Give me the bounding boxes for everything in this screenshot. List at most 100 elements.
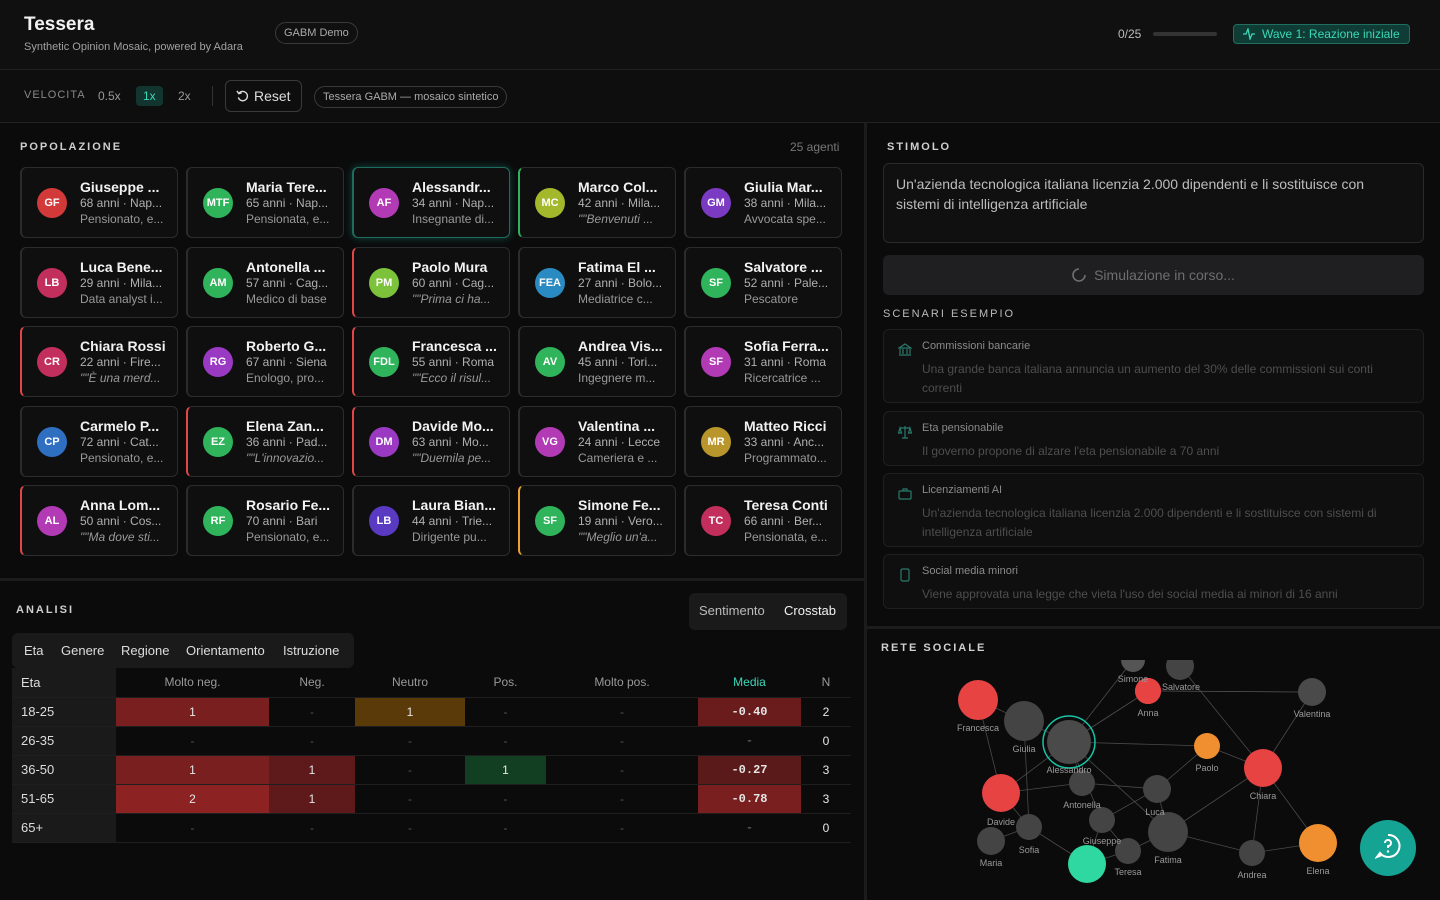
agent-card[interactable]: PM Paolo Mura 60 anni · Cag... ""Prima ci h… [352, 247, 510, 318]
agent-meta: 36 anni · Pad... [246, 435, 328, 449]
network-node[interactable] [1143, 775, 1171, 803]
network-node[interactable] [1194, 733, 1220, 759]
agent-card[interactable]: CP Carmelo P... 72 anni · Cat... Pensionato… [20, 406, 178, 477]
agent-card[interactable]: DM Davide Mo... 63 anni · Mo... ""Duemila p… [352, 406, 510, 477]
agent-card[interactable]: MC Marco Col... 42 anni · Mila... ""Benvenu… [518, 167, 676, 238]
scenario-title: Licenziamenti AI [922, 484, 1003, 496]
tab-genere[interactable]: Genere [61, 643, 105, 658]
agent-meta: 66 anni · Ber... [744, 514, 823, 528]
agent-card[interactable]: RG Roberto G... 67 anni · Siena Enologo, pr… [186, 326, 344, 397]
stimulus-input[interactable]: Un'azienda tecnologica italiana licenzia… [883, 163, 1424, 243]
agent-card[interactable]: AV Andrea Vis... 45 anni · Tori... Ingegner… [518, 326, 676, 397]
agent-name: Sofia Ferra... [744, 338, 829, 354]
agent-name: Rosario Fe... [246, 497, 331, 513]
network-node[interactable] [1244, 749, 1282, 787]
network-node[interactable] [1089, 807, 1115, 833]
network-node[interactable] [1166, 660, 1194, 680]
speed-2x-button[interactable]: 2x [178, 89, 191, 103]
agent-card[interactable]: LB Luca Bene... 29 anni · Mila... Data anal… [20, 247, 178, 318]
agent-card[interactable]: VG Valentina ... 24 anni · Lecce Cameriera … [518, 406, 676, 477]
table-header-row: Eta Molto neg. Neg. Neutro Pos. Molto po… [12, 668, 851, 698]
avatar: AF [369, 188, 399, 218]
network-node[interactable] [1047, 720, 1091, 764]
analysis-title: ANALISI [16, 604, 74, 616]
row-label: 36-50 [12, 755, 116, 785]
agent-name: Laura Bian... [412, 497, 497, 513]
scenario-card[interactable]: Licenziamenti AI Un'azienda tecnologica i… [883, 473, 1424, 547]
mode-pill: Tessera GABM — mosaico sintetico [314, 86, 508, 108]
reset-button[interactable]: Reset [225, 80, 302, 112]
table-cell: - [355, 784, 465, 814]
network-node[interactable] [1016, 814, 1042, 840]
network-node[interactable] [1148, 812, 1188, 852]
agent-line: Avvocata spe... [744, 212, 826, 226]
view-sentimento-button[interactable]: Sentimento [699, 603, 765, 618]
table-cell: 1 [355, 697, 465, 727]
speed-0.5x-button[interactable]: 0.5x [98, 89, 121, 103]
agent-card[interactable]: AM Antonella ... 57 anni · Cag... Medico di… [186, 247, 344, 318]
agent-card[interactable]: CR Chiara Rossi 22 anni · Fire... ""È una m… [20, 326, 178, 397]
help-button[interactable] [1360, 820, 1416, 876]
agent-card[interactable]: SF Salvatore ... 52 anni · Pale... Pescator… [684, 247, 842, 318]
node-label: Giulia [1012, 744, 1035, 754]
view-crosstab-button[interactable]: Crosstab [784, 603, 837, 618]
tab-orientamento[interactable]: Orientamento [186, 643, 265, 658]
reset-icon [236, 90, 249, 106]
tab-regione[interactable]: Regione [121, 643, 170, 658]
agent-card[interactable]: FEA Fatima El ... 27 anni · Bolo... Mediatr… [518, 247, 676, 318]
agent-card[interactable]: SF Simone Fe... 19 anni · Vero... ""Meglio … [518, 485, 676, 556]
tab-istruzione[interactable]: Istruzione [283, 643, 340, 658]
toolbar [0, 70, 1440, 123]
network-node[interactable] [1299, 824, 1337, 862]
node-label: Andrea [1237, 870, 1266, 880]
scenario-card[interactable]: Social media minori Viene approvata una l… [883, 554, 1424, 609]
network-edge [1147, 690, 1313, 693]
media-cell: -0.27 [698, 755, 801, 785]
scenario-card[interactable]: Commissioni bancarie Una grande banca ita… [883, 329, 1424, 403]
agent-card[interactable]: MTF Maria Tere... 65 anni · Nap... Pensiona… [186, 167, 344, 238]
avatar: RF [203, 506, 233, 536]
row-header: Eta [12, 668, 116, 698]
row-label: 51-65 [12, 784, 116, 814]
agent-name: Marco Col... [578, 179, 658, 195]
scenario-card[interactable]: Eta pensionabile Il governo propone di al… [883, 411, 1424, 466]
agent-card[interactable]: TC Teresa Conti 66 anni · Ber... Pensionata… [684, 485, 842, 556]
agent-card[interactable]: RF Rosario Fe... 70 anni · Bari Pensionato,… [186, 485, 344, 556]
network-node[interactable] [1004, 701, 1044, 741]
node-label: Francesca [957, 723, 999, 733]
network-node[interactable] [1069, 770, 1095, 796]
agent-name: Francesca ... [412, 338, 497, 354]
agent-card[interactable]: SF Sofia Ferra... 31 anni · Roma Ricercatri… [684, 326, 842, 397]
run-simulation-button[interactable]: Simulazione in corso... [883, 255, 1424, 295]
agent-line: Pensionato, e... [80, 212, 164, 226]
agent-card[interactable]: MR Matteo Ricci 33 anni · Anc... Programmat… [684, 406, 842, 477]
network-node[interactable] [1298, 678, 1326, 706]
social-network-graph[interactable]: Simone Salvatore Valentina Francesca Giulia A… [867, 660, 1440, 900]
agent-card[interactable]: AL Anna Lom... 50 anni · Cos... ""Ma dove s… [20, 485, 178, 556]
agent-card[interactable]: FDL Francesca ... 55 anni · Roma ""Ecco il … [352, 326, 510, 397]
table-cell: - [546, 755, 698, 785]
tab-eta[interactable]: Eta [24, 643, 44, 658]
scenario-title: Commissioni bancarie [922, 340, 1031, 352]
agent-card[interactable]: AF Alessandr... 34 anni · Nap... Insegnante… [352, 167, 510, 238]
agent-card[interactable]: EZ Elena Zan... 36 anni · Pad... ""L'innova… [186, 406, 344, 477]
avatar: EZ [203, 427, 233, 457]
network-node[interactable] [1115, 838, 1141, 864]
network-node[interactable] [1239, 840, 1265, 866]
agent-card[interactable]: LB Laura Bian... 44 anni · Trie... Dirigent… [352, 485, 510, 556]
scenario-description: Un'azienda tecnologica italiana licenzia… [922, 506, 1377, 539]
agent-meta: 60 anni · Cag... [412, 276, 495, 290]
table-row: 18-25 1-1- - -0.40 2 [12, 697, 851, 727]
agent-card[interactable]: GF Giuseppe ... 68 anni · Nap... Pensionato… [20, 167, 178, 238]
network-node[interactable] [958, 680, 998, 720]
speed-1x-button[interactable]: 1x [136, 86, 163, 106]
network-node[interactable] [977, 827, 1005, 855]
agent-card[interactable]: GM Giulia Mar... 38 anni · Mila... Avvocata… [684, 167, 842, 238]
network-node[interactable] [1121, 660, 1145, 672]
agent-name: Teresa Conti [744, 497, 828, 513]
network-node[interactable] [1135, 678, 1161, 704]
agent-name: Andrea Vis... [578, 338, 663, 354]
network-node[interactable] [982, 774, 1020, 812]
column-header: Molto neg. [116, 668, 269, 698]
network-node[interactable] [1068, 845, 1106, 883]
